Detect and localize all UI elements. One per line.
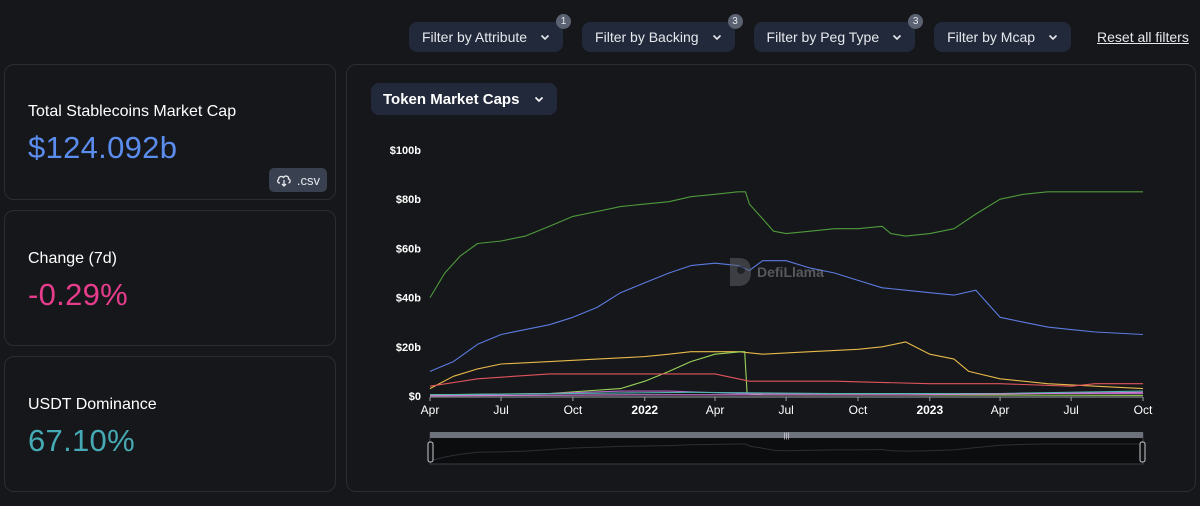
series-line-8 [429,391,1144,397]
y-tick-label: $20b [396,342,421,354]
series-line-2 [429,260,1144,372]
usdt-dominance-value: 67.10% [28,423,135,458]
filter-bar: Filter by Attribute 1 Filter by Backing … [409,14,1189,52]
zoom-slider-right-handle[interactable] [1139,441,1146,463]
chevron-down-icon [893,34,902,41]
filter-backing-label: Filter by Backing [595,29,699,45]
chevron-down-icon [712,34,721,41]
reset-filters-link[interactable]: Reset all filters [1097,29,1189,45]
download-csv-button[interactable]: .csv [268,168,327,192]
zoom-slider-left-handle[interactable] [427,441,434,463]
total-market-cap-card: Total Stablecoins Market Cap $124.092b .… [4,64,336,200]
filter-backing-count-badge: 3 [727,14,743,29]
series-line-1 [429,191,1143,298]
total-market-cap-label: Total Stablecoins Market Cap [28,103,237,120]
filter-attribute-label: Filter by Attribute [422,29,528,45]
filter-backing-button[interactable]: Filter by Backing 3 [582,14,743,52]
download-csv-label: .csv [296,172,320,188]
chart-type-select[interactable]: Token Market Caps [371,83,558,115]
x-tick-label: Jul [1063,403,1078,417]
x-tick-label: Apr [991,403,1010,417]
zoom-slider-top-bar [430,432,1143,438]
y-tick-label: $0 [409,391,421,403]
chevron-down-icon [540,34,550,41]
change-7d-label: Change (7d) [28,250,117,267]
zoom-slider-preview-line [429,443,1143,462]
y-tick-label: $80b [396,194,421,206]
x-tick-label: Jul [778,403,793,417]
usdt-dominance-card: USDT Dominance 67.10% [4,356,336,492]
series-line-4 [429,351,1144,396]
filter-mcap-label: Filter by Mcap [947,29,1036,45]
x-tick-label: 2022 [631,403,658,417]
chevron-down-icon [1048,34,1058,41]
zoom-slider-grip-icon: ||| [784,433,790,440]
defillama-watermark: DefiLlama [727,255,824,289]
change-7d-value: -0.29% [28,277,129,312]
x-tick-label: Apr [706,403,725,417]
series-line-7 [429,390,1144,396]
change-7d-card: Change (7d) -0.29% [4,210,336,346]
filter-mcap-button[interactable]: Filter by Mcap [934,22,1072,52]
filter-attribute-count-badge: 1 [556,14,572,29]
x-tick-label: Apr [421,403,440,417]
y-tick-label: $40b [396,293,421,305]
y-tick-label: $60b [396,243,421,255]
watermark-text: DefiLlama [757,264,824,280]
usdt-dominance-label: USDT Dominance [28,396,157,413]
series-line-3 [429,341,1144,390]
x-tick-label: Oct [849,403,868,417]
y-tick-label: $100b [390,145,421,157]
x-tick-label: 2023 [916,403,943,417]
zoom-slider-track [429,432,1144,465]
chevron-down-icon [535,96,544,103]
series-line-5 [429,373,1143,387]
filter-peg-type-label: Filter by Peg Type [766,29,880,45]
market-cap-chart: $0 $20b $40b $60b $80b $100b Apr Jul Oct 2022 Apr J… [390,145,1153,465]
defillama-logo-icon [730,258,751,286]
chart-card: $0 $20b $40b $60b $80b $100b Apr Jul Oct 2022 Apr J… [346,64,1196,492]
chart-type-label: Token Market Caps [383,90,520,108]
total-market-cap-value: $124.092b [28,130,178,165]
filter-attribute-button[interactable]: Filter by Attribute 1 [409,14,572,52]
filter-peg-type-count-badge: 3 [908,14,924,29]
filter-peg-type-button[interactable]: Filter by Peg Type 3 [753,14,924,52]
x-tick-label: Jul [493,403,508,417]
x-tick-label: Oct [564,403,583,417]
x-tick-label: Oct [1134,403,1153,417]
cloud-download-icon [276,175,291,187]
